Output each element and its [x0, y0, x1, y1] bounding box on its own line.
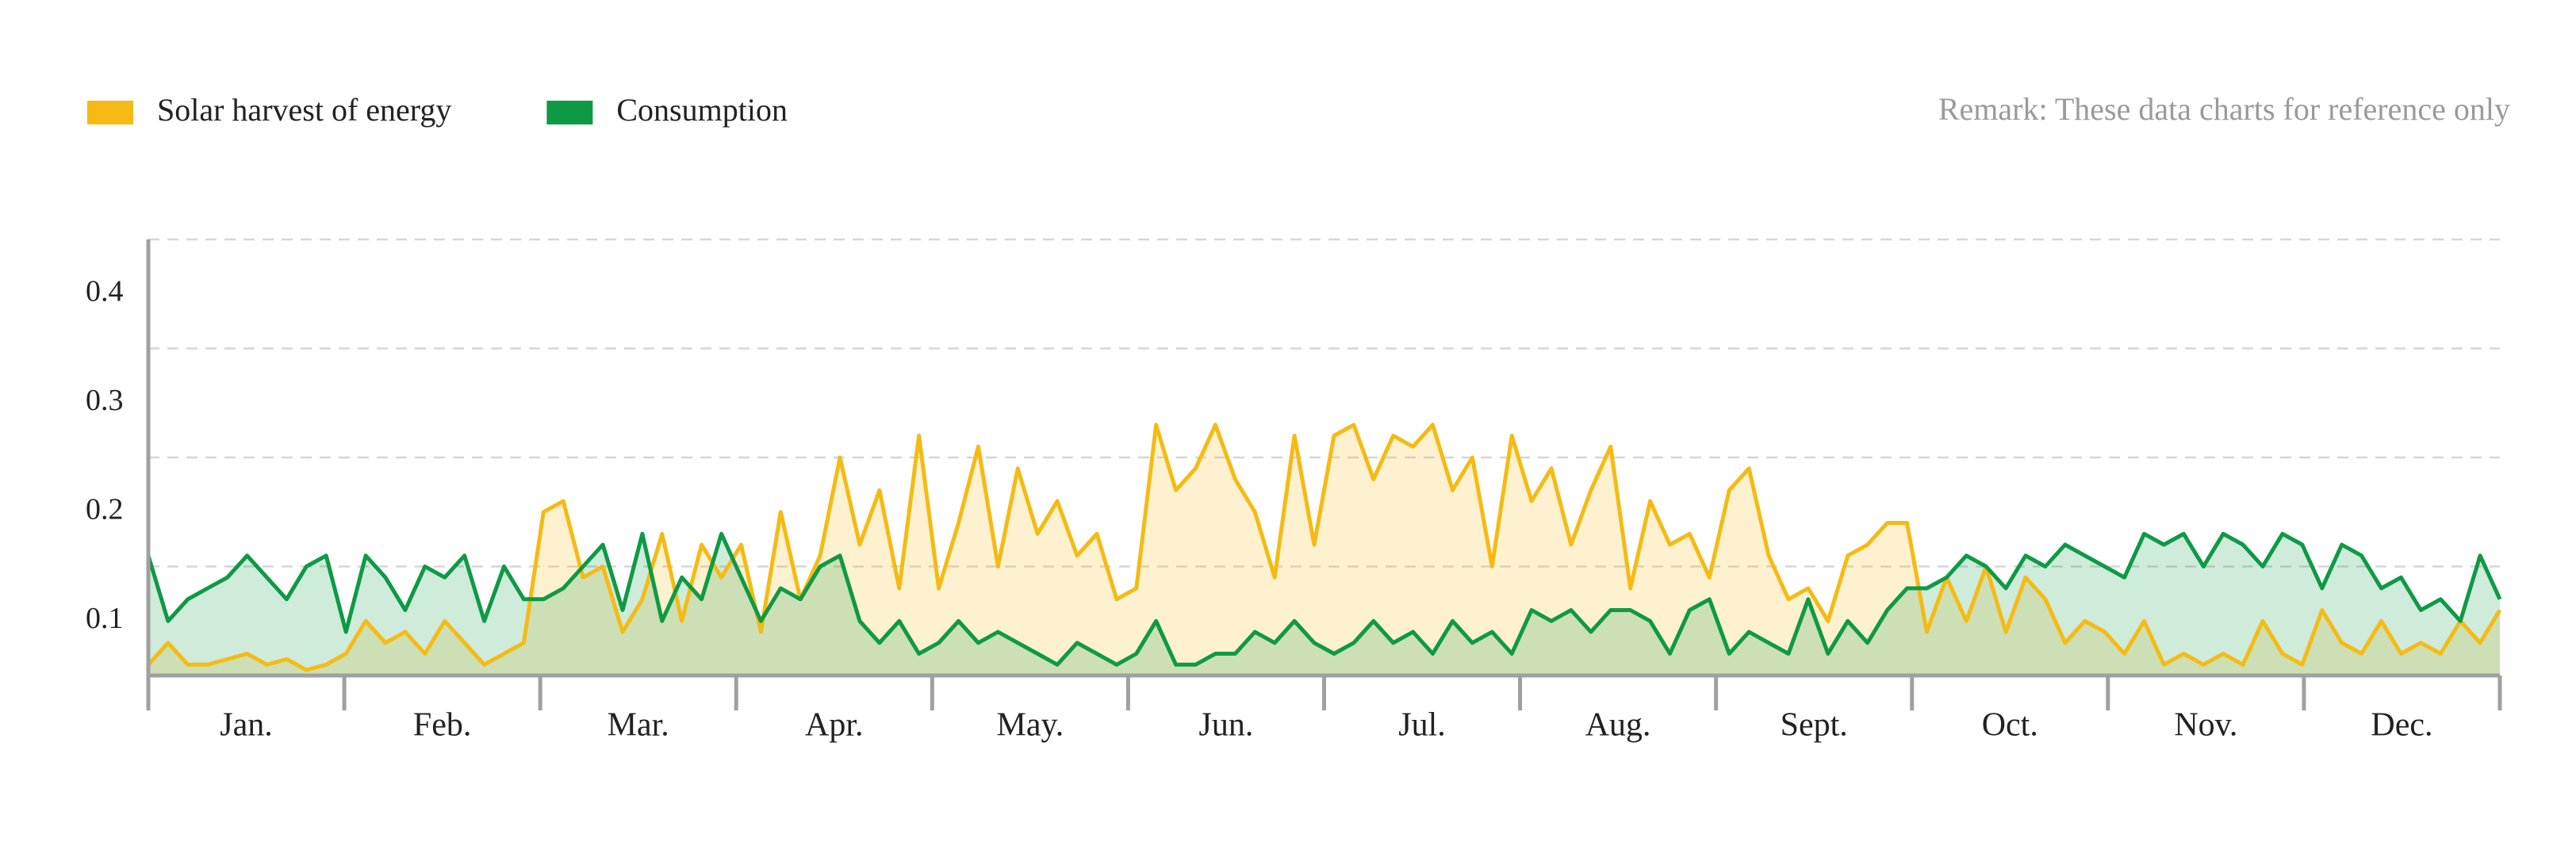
- line: [147, 423, 2502, 672]
- x-tick-label: Dec.: [2371, 707, 2432, 744]
- legend-label: Solar harvest of energy: [157, 92, 451, 128]
- x-tick-label: Jun.: [1199, 707, 1254, 744]
- legend-swatch: [546, 101, 593, 124]
- x-tick-label: Jul.: [1398, 707, 1446, 744]
- y-tick-label: 0.1: [86, 602, 124, 635]
- x-tick-label: Jan.: [220, 707, 273, 744]
- x-tick-label: May.: [996, 707, 1064, 744]
- x-tick-label: Mar.: [608, 707, 669, 744]
- y-tick-label: 0.2: [86, 492, 124, 526]
- x-tick-label: Oct.: [1982, 707, 2038, 744]
- x-tick-label: Nov.: [2174, 707, 2237, 744]
- y-tick-label: 0.4: [86, 274, 124, 308]
- x-tick-label: Feb.: [413, 707, 472, 744]
- legend-label: Consumption: [616, 92, 788, 128]
- x-tick-label: Apr.: [805, 707, 864, 744]
- y-tick-label: 0.3: [86, 384, 124, 417]
- x-tick-label: Sept.: [1781, 707, 1848, 744]
- remark: Remark: These data charts for reference …: [1938, 91, 2510, 127]
- x-tick-label: Aug.: [1585, 707, 1651, 744]
- legend-swatch: [87, 101, 133, 124]
- area: [148, 424, 2500, 676]
- line: [146, 531, 2502, 667]
